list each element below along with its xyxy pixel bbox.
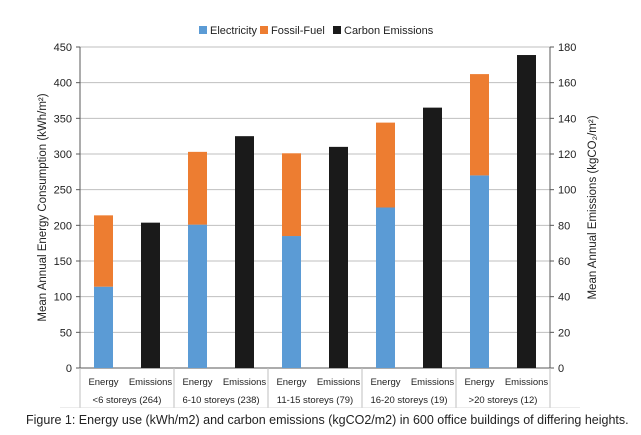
group-label: 11-15 storeys (79): [277, 395, 353, 406]
bar-label-energy: Energy: [182, 377, 212, 388]
bar-emissions: [517, 55, 536, 369]
y-right-tick-label: 20: [558, 327, 570, 339]
bar-electricity: [94, 286, 113, 368]
bar-label-emissions: Emissions: [223, 377, 267, 388]
bar-emissions: [329, 146, 348, 368]
bar-label-emissions: Emissions: [317, 377, 361, 388]
bar-label-energy: Energy: [276, 377, 306, 388]
bar-electricity: [188, 224, 207, 368]
bar-fossil-fuel: [376, 122, 395, 208]
bar-label-energy: Energy: [370, 377, 400, 388]
y-right-tick-label: 40: [558, 292, 570, 304]
y-right-tick-label: 180: [558, 42, 576, 54]
bar-label-emissions: Emissions: [129, 377, 173, 388]
bar-emissions: [141, 222, 160, 368]
y-tick-label: 0: [66, 363, 72, 375]
y-right-axis-title: Mean Annual Emissions (kgCO₂/m²): [587, 115, 599, 299]
bar-label-emissions: Emissions: [505, 377, 549, 388]
energy-emissions-chart: 0 50 100 150 200 250 300 350 400 450 0 20 40 60 80 100 1…: [37, 25, 599, 408]
y-tick-label: 450: [54, 42, 72, 54]
legend-label: Fossil-Fuel: [271, 25, 325, 37]
bar-electricity: [376, 207, 395, 368]
y-tick-label: 250: [54, 185, 72, 197]
bar-emissions: [423, 107, 442, 368]
group-label: 6-10 storeys (238): [182, 395, 259, 406]
legend-swatch: [333, 26, 341, 34]
y-tick-label: 400: [54, 78, 72, 90]
bar-fossil-fuel: [188, 151, 207, 225]
y-axis-title: Mean Annual Energy Consumption (kWh/m²): [37, 93, 49, 321]
y-tick-label: 50: [60, 327, 72, 339]
bar-electricity: [470, 175, 489, 368]
group-label: 16-20 storeys (19): [370, 395, 447, 406]
bar-label-energy: Energy: [88, 377, 118, 388]
figure-caption: Figure 1: Energy use (kWh/m2) and carbon…: [26, 413, 629, 427]
legend-swatch: [199, 26, 207, 34]
bar-electricity: [282, 236, 301, 368]
y-right-tick-label: 160: [558, 78, 576, 90]
bar-fossil-fuel: [282, 153, 301, 237]
y-right-tick-label: 120: [558, 149, 576, 161]
legend-label: Carbon Emissions: [344, 25, 434, 37]
legend-swatch: [260, 26, 268, 34]
bar-fossil-fuel: [94, 215, 113, 287]
bar-label-energy: Energy: [464, 377, 494, 388]
bar-emissions: [235, 136, 254, 368]
y-right-tick-label: 140: [558, 113, 576, 125]
y-right-tick-label: 0: [558, 363, 564, 375]
group-label: >20 storeys (12): [469, 395, 538, 406]
y-tick-label: 350: [54, 113, 72, 125]
y-tick-label: 200: [54, 220, 72, 232]
bar-fossil-fuel: [470, 74, 489, 176]
y-right-tick-label: 100: [558, 185, 576, 197]
bar-label-emissions: Emissions: [411, 377, 455, 388]
y-tick-label: 150: [54, 256, 72, 268]
legend-label: Electricity: [210, 25, 258, 37]
group-label: <6 storeys (264): [93, 395, 162, 406]
y-tick-label: 300: [54, 149, 72, 161]
y-right-tick-label: 60: [558, 256, 570, 268]
y-right-tick-label: 80: [558, 220, 570, 232]
y-tick-label: 100: [54, 292, 72, 304]
